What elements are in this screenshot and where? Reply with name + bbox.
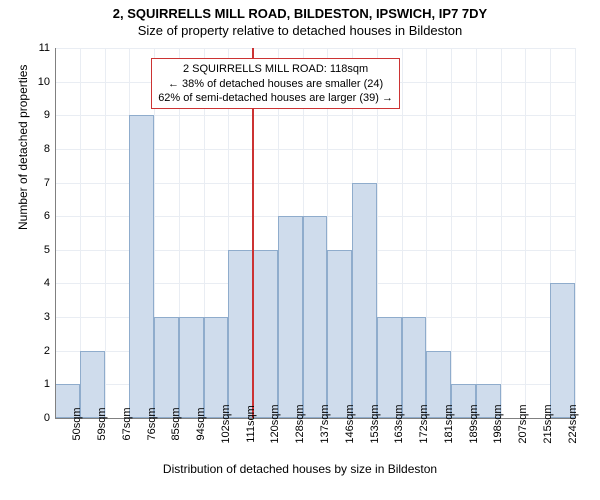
y-tick-label: 3: [30, 311, 50, 323]
histogram-bar: [377, 317, 402, 418]
x-tick-label: 59sqm: [96, 407, 108, 440]
x-tick-label: 102sqm: [220, 404, 232, 443]
y-tick-label: 11: [30, 42, 50, 54]
gridline-h: [55, 48, 575, 49]
histogram-bar: [204, 317, 229, 418]
x-tick-label: 146sqm: [344, 404, 356, 443]
callout-line: 62% of semi-detached houses are larger (…: [158, 91, 393, 105]
x-tick-label: 153sqm: [369, 404, 381, 443]
histogram-bar: [253, 250, 278, 418]
y-tick-label: 0: [30, 412, 50, 424]
callout-line: 2 SQUIRRELLS MILL ROAD: 118sqm: [158, 62, 393, 76]
y-tick-label: 6: [30, 210, 50, 222]
callout-box: 2 SQUIRRELLS MILL ROAD: 118sqm← 38% of d…: [151, 58, 400, 109]
x-tick-label: 67sqm: [121, 407, 133, 440]
gridline-v: [476, 48, 477, 418]
x-tick-label: 94sqm: [195, 407, 207, 440]
gridline-v: [501, 48, 502, 418]
y-axis: [55, 48, 56, 418]
gridline-v: [525, 48, 526, 418]
x-axis-label: Distribution of detached houses by size …: [0, 462, 600, 476]
histogram-bar: [402, 317, 427, 418]
chart-subtitle: Size of property relative to detached ho…: [0, 21, 600, 38]
gridline-v: [575, 48, 576, 418]
y-tick-label: 1: [30, 378, 50, 390]
x-tick-label: 215sqm: [542, 404, 554, 443]
chart-title-address: 2, SQUIRRELLS MILL ROAD, BILDESTON, IPSW…: [0, 0, 600, 21]
x-tick-label: 207sqm: [517, 404, 529, 443]
x-tick-label: 120sqm: [269, 404, 281, 443]
x-tick-label: 111sqm: [245, 405, 257, 443]
y-tick-label: 8: [30, 143, 50, 155]
x-tick-label: 172sqm: [418, 404, 430, 443]
x-tick-label: 224sqm: [567, 404, 579, 443]
x-tick-label: 85sqm: [170, 407, 182, 440]
gridline-v: [105, 48, 106, 418]
histogram-bar: [129, 115, 154, 418]
chart-plot-area: 2 SQUIRRELLS MILL ROAD: 118sqm← 38% of d…: [55, 48, 575, 418]
y-tick-label: 4: [30, 277, 50, 289]
y-axis-label: Number of detached properties: [16, 65, 30, 230]
x-tick-label: 137sqm: [319, 404, 331, 443]
y-tick-label: 9: [30, 109, 50, 121]
histogram-bar: [550, 283, 575, 418]
x-tick-label: 50sqm: [71, 407, 83, 440]
x-tick-label: 189sqm: [468, 404, 480, 443]
histogram-bar: [154, 317, 179, 418]
y-tick-label: 2: [30, 345, 50, 357]
gridline-v: [451, 48, 452, 418]
histogram-bar: [352, 183, 377, 418]
histogram-bar: [228, 250, 253, 418]
histogram-bar: [179, 317, 204, 418]
x-tick-label: 76sqm: [146, 407, 158, 440]
x-tick-label: 181sqm: [443, 404, 455, 443]
x-tick-label: 198sqm: [492, 404, 504, 443]
histogram-bar: [278, 216, 303, 418]
histogram-bar: [327, 250, 352, 418]
callout-line: ← 38% of detached houses are smaller (24…: [158, 77, 393, 91]
y-tick-label: 5: [30, 244, 50, 256]
y-tick-label: 10: [30, 76, 50, 88]
histogram-bar: [303, 216, 328, 418]
x-tick-label: 163sqm: [393, 404, 405, 443]
y-tick-label: 7: [30, 177, 50, 189]
x-tick-label: 128sqm: [294, 404, 306, 443]
